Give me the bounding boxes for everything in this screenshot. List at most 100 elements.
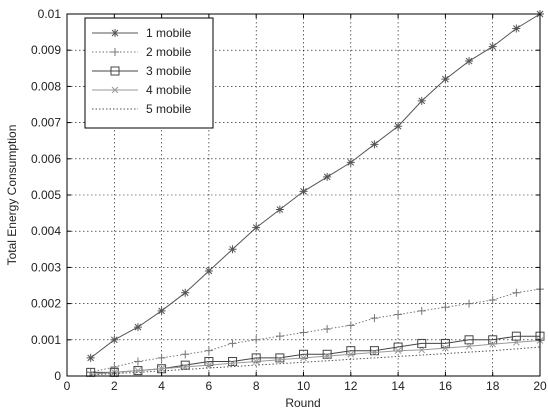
- data-point-marker: [299, 328, 308, 337]
- data-point-marker: [181, 363, 189, 371]
- data-point-marker: [204, 346, 213, 355]
- data-point-marker: [441, 75, 450, 84]
- x-tick-label: 4: [158, 379, 165, 393]
- data-point-marker: [417, 306, 426, 315]
- legend-marker-sample: [110, 66, 120, 76]
- data-point-marker: [133, 323, 142, 332]
- legend-marker-sample: [111, 86, 119, 94]
- data-point-marker: [204, 267, 213, 276]
- x-tick-label: 16: [439, 379, 453, 393]
- data-point-marker: [464, 335, 474, 345]
- series-line: [90, 13, 541, 359]
- data-point-marker: [323, 172, 332, 181]
- legend-box: [84, 17, 214, 129]
- x-tick-label: 6: [206, 379, 213, 393]
- y-tick-label: 0.002: [31, 297, 61, 311]
- data-point-marker: [371, 349, 378, 356]
- legend-entry: 5 mobile: [92, 102, 192, 116]
- data-point-marker: [346, 321, 355, 330]
- data-point-marker: [394, 347, 402, 355]
- data-point-marker: [418, 346, 426, 354]
- x-tick-label: 20: [533, 379, 547, 393]
- data-point-marker: [110, 335, 119, 344]
- data-point-marker: [275, 332, 284, 341]
- data-point-marker: [465, 57, 474, 66]
- axis-ticks: 0 2 4 6 8 10 12 14 16 18 20 0 0.001 0.002 0.003 0.004 0.…: [31, 7, 547, 393]
- x-tick-label: 14: [391, 379, 405, 393]
- data-point-marker: [275, 353, 285, 363]
- data-point-marker: [370, 140, 379, 149]
- data-point-marker: [369, 346, 379, 356]
- data-point-marker: [252, 223, 261, 232]
- data-point-marker: [465, 299, 474, 308]
- data-point-marker: [276, 356, 284, 364]
- series-line: [90, 340, 541, 375]
- data-point-marker: [300, 354, 307, 362]
- data-point-marker: [465, 342, 473, 350]
- legend-entry: 3 mobile: [92, 64, 192, 78]
- data-point-marker: [228, 339, 237, 348]
- x-tick-label: 18: [486, 379, 500, 393]
- data-point-marker: [488, 295, 497, 304]
- data-point-marker: [228, 245, 237, 254]
- series-5: [90, 346, 541, 376]
- series-layer: [86, 10, 545, 378]
- y-tick-label: 0.007: [31, 116, 61, 130]
- legend-label: 3 mobile: [146, 64, 192, 78]
- data-point-marker: [181, 288, 190, 297]
- data-point-marker: [346, 158, 355, 167]
- y-axis-label: Total Energy Consumption: [5, 125, 19, 266]
- legend-label: 1 mobile: [146, 26, 192, 40]
- data-point-marker: [110, 362, 119, 371]
- data-point-marker: [512, 24, 521, 33]
- data-point-marker: [323, 352, 331, 360]
- data-point-marker: [511, 331, 521, 341]
- legend-entry: 2 mobile: [92, 45, 192, 59]
- data-point-marker: [441, 303, 450, 312]
- y-tick-label: 0.008: [31, 79, 61, 93]
- data-point-marker: [442, 344, 449, 352]
- y-tick-label: 0.004: [31, 224, 61, 238]
- data-point-marker: [133, 357, 142, 366]
- legend: 1 mobile 2 mobile 3 mobile 4 mobile 5 mobile: [84, 17, 214, 129]
- data-point-marker: [252, 335, 261, 344]
- x-tick-label: 8: [253, 379, 260, 393]
- data-point-marker: [229, 359, 236, 367]
- data-point-marker: [86, 353, 95, 362]
- series-4: [87, 337, 544, 378]
- y-tick-label: 0: [54, 369, 61, 383]
- legend-marker-sample: [111, 48, 119, 56]
- data-point-marker: [322, 349, 332, 359]
- x-tick-label: 10: [297, 379, 311, 393]
- data-point-marker: [252, 358, 260, 365]
- y-tick-label: 0.006: [31, 152, 61, 166]
- x-tick-label: 0: [64, 379, 71, 393]
- y-tick-label: 0.009: [31, 43, 61, 57]
- y-tick-label: 0.005: [31, 188, 61, 202]
- data-point-marker: [181, 350, 190, 359]
- x-tick-label: 2: [111, 379, 118, 393]
- data-point-marker: [228, 357, 238, 367]
- data-point-marker: [299, 187, 308, 196]
- data-point-marker: [512, 338, 520, 346]
- series-line: [90, 288, 541, 373]
- data-point-marker: [370, 314, 379, 323]
- data-point-marker: [417, 96, 426, 105]
- data-point-marker: [158, 365, 165, 373]
- legend-entry: 1 mobile: [92, 26, 192, 40]
- legend-marker-sample: [111, 29, 119, 37]
- x-axis-label: Round: [285, 396, 320, 409]
- data-point-marker: [394, 310, 403, 319]
- data-point-marker: [205, 361, 213, 369]
- legend-label: 5 mobile: [146, 102, 192, 116]
- data-point-marker: [347, 350, 355, 358]
- data-point-marker: [157, 353, 166, 362]
- legend-label: 4 mobile: [146, 83, 192, 97]
- data-point-marker: [323, 324, 332, 333]
- data-point-marker: [394, 122, 403, 131]
- x-tick-label: 12: [344, 379, 358, 393]
- y-tick-label: 0.003: [31, 260, 61, 274]
- legend-entry: 4 mobile: [92, 83, 192, 97]
- y-tick-label: 0.01: [38, 7, 62, 21]
